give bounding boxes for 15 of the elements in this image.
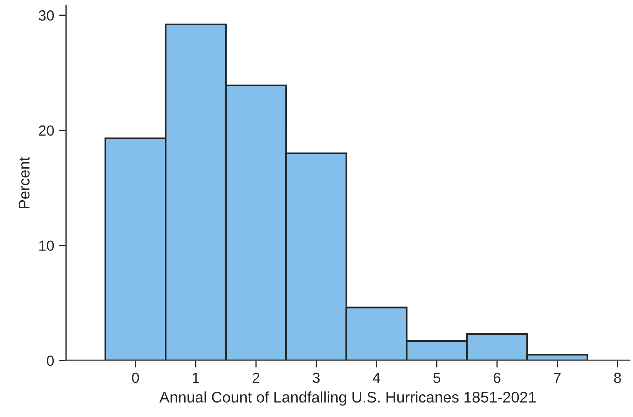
y-axis-title: Percent [19, 157, 30, 209]
x-tick-label: 5 [434, 373, 440, 384]
x-tick-label: 8 [614, 372, 622, 384]
x-axis-title: Annual Count of Landfalling U.S. Hurricanes 1851-2021 [160, 392, 536, 406]
x-tick-label: 4 [373, 373, 380, 384]
y-tick-label: 10 [40, 240, 54, 252]
x-tick-label: 7 [554, 373, 561, 384]
x-tick-label: 1 [193, 373, 200, 384]
x-tick-label: 0 [132, 372, 140, 384]
x-tick-label: 2 [252, 372, 260, 384]
x-tick-label: 3 [313, 372, 320, 384]
y-tick-label: 30 [38, 10, 54, 21]
x-tick-label: 6 [494, 372, 501, 384]
y-tick-label: 20 [39, 126, 54, 136]
y-tick-label: 0 [47, 356, 54, 366]
